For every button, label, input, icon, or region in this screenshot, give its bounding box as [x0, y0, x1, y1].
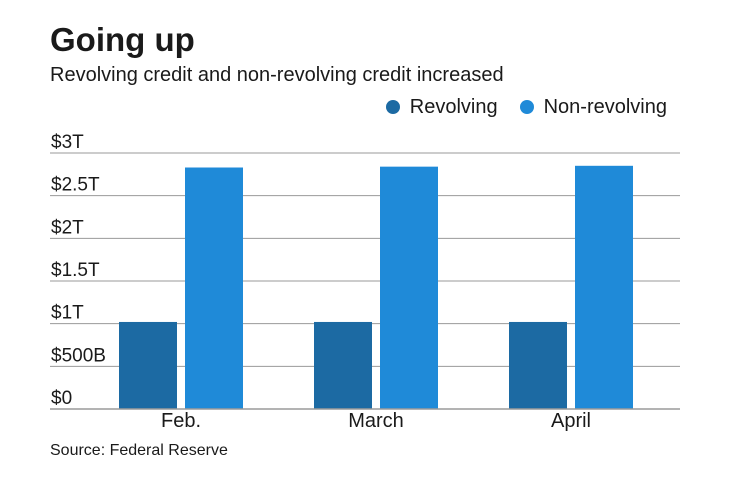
source-note: Source: Federal Reserve	[50, 442, 228, 459]
legend-item-revolving: Revolving	[385, 94, 498, 120]
non-revolving-bar	[380, 166, 438, 409]
legend-swatch-revolving	[385, 100, 400, 114]
legend: Revolving Non-revolving	[364, 94, 667, 120]
chart-title: Going up	[50, 21, 195, 58]
revolving-bar	[314, 321, 372, 409]
non-revolving-bar	[575, 165, 633, 409]
y-tick-label: $0	[51, 388, 72, 409]
y-tick-label: $500B	[51, 345, 106, 366]
y-tick-label: $3T	[51, 132, 84, 153]
legend-label-non-revolving: Non-revolving	[543, 96, 667, 118]
y-tick-label: $1.5T	[51, 260, 100, 281]
revolving-bar	[119, 321, 177, 409]
legend-item-non-revolving: Non-revolving	[519, 94, 667, 120]
x-tick-label: Feb.	[161, 410, 201, 432]
legend-label-revolving: Revolving	[409, 96, 498, 118]
chart-subtitle: Revolving credit and non-revolving credi…	[50, 64, 504, 86]
non-revolving-bar	[185, 167, 243, 409]
y-tick-label: $1T	[51, 303, 84, 324]
y-tick-label: $2T	[51, 217, 84, 238]
y-tick-label: $2.5T	[51, 175, 100, 196]
revolving-bar	[509, 321, 567, 409]
x-tick-label: March	[348, 410, 404, 432]
legend-swatch-non-revolving	[519, 100, 534, 114]
x-tick-label: April	[551, 410, 591, 432]
